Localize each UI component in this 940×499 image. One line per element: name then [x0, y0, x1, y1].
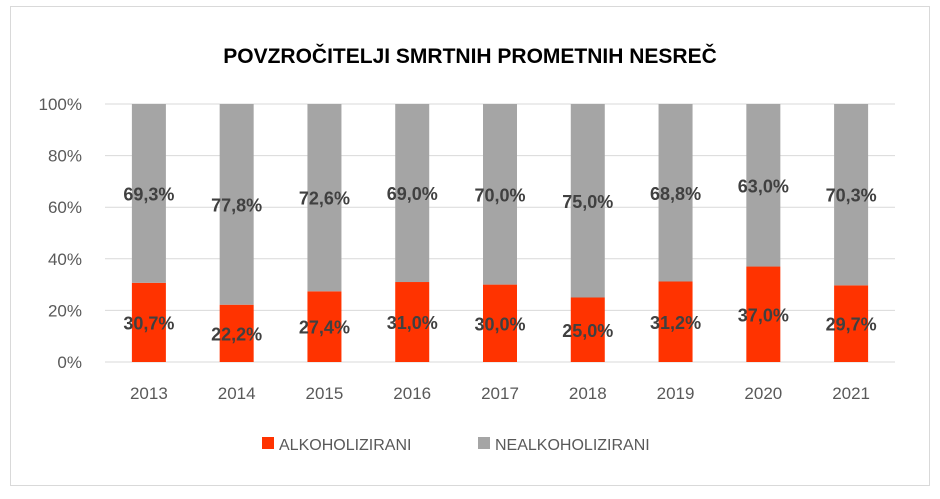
data-label: 27,4%	[299, 318, 350, 338]
legend-label: ALKOHOLIZIRANI	[279, 437, 411, 454]
x-tick-label: 2020	[744, 384, 782, 403]
bar-alkoholizirani-2019	[658, 281, 693, 362]
bar-nealkoholizirani-2019	[658, 104, 693, 282]
y-tick-label: 100%	[39, 95, 82, 114]
x-tick-label: 2016	[393, 384, 431, 403]
y-tick-label: 60%	[48, 198, 82, 217]
data-label: 37,0%	[738, 305, 789, 325]
y-tick-label: 80%	[48, 147, 82, 166]
x-tick-label: 2021	[832, 384, 870, 403]
bar-alkoholizirani-2016	[395, 282, 430, 362]
bar-alkoholizirani-2017	[483, 284, 517, 362]
bar-nealkoholizirani-2014	[219, 104, 254, 305]
legend-label: NEALKOHOLIZIRANI	[495, 437, 650, 454]
data-label: 68,8%	[650, 184, 701, 204]
x-tick-label: 2018	[569, 384, 607, 403]
x-tick-label: 2015	[306, 384, 344, 403]
data-label: 70,3%	[826, 186, 877, 206]
bar-alkoholizirani-2013	[131, 282, 166, 362]
bar-alkoholizirani-2014	[219, 304, 254, 362]
bar-nealkoholizirani-2013	[131, 104, 166, 283]
legend-swatch	[262, 437, 274, 449]
data-label: 63,0%	[738, 176, 789, 196]
bar-alkoholizirani-2021	[834, 285, 869, 362]
data-label: 69,3%	[123, 184, 174, 204]
data-label: 75,0%	[562, 192, 613, 212]
data-label: 72,6%	[299, 189, 350, 209]
bar-nealkoholizirani-2021	[834, 104, 869, 286]
x-tick-label: 2019	[657, 384, 695, 403]
data-label: 70,0%	[474, 185, 525, 205]
legend-swatch	[478, 437, 490, 449]
bar-alkoholizirani-2015	[307, 291, 342, 362]
data-label: 25,0%	[562, 321, 613, 341]
data-label: 22,2%	[211, 324, 262, 344]
bar-nealkoholizirani-2015	[307, 104, 342, 292]
y-tick-label: 40%	[48, 250, 82, 269]
x-tick-label: 2013	[130, 384, 168, 403]
bar-nealkoholizirani-2016	[395, 104, 430, 283]
data-label: 30,7%	[123, 313, 174, 333]
x-tick-label: 2014	[218, 384, 256, 403]
bar-nealkoholizirani-2020	[746, 104, 781, 267]
y-tick-label: 0%	[57, 353, 82, 372]
data-label: 77,8%	[211, 195, 262, 215]
data-label: 29,7%	[826, 315, 877, 335]
data-label: 30,0%	[474, 314, 525, 334]
bar-alkoholizirani-2018	[570, 297, 605, 362]
data-label: 31,0%	[387, 313, 438, 333]
data-label: 31,2%	[650, 313, 701, 333]
chart-title: POVZROČITELJI SMRTNIH PROMETNIH NESREČ	[223, 44, 717, 68]
bar-nealkoholizirani-2018	[570, 104, 605, 298]
y-tick-label: 20%	[48, 301, 82, 320]
x-tick-label: 2017	[481, 384, 519, 403]
data-label: 69,0%	[387, 184, 438, 204]
bar-alkoholizirani-2020	[746, 266, 781, 362]
bar-nealkoholizirani-2017	[483, 104, 517, 285]
